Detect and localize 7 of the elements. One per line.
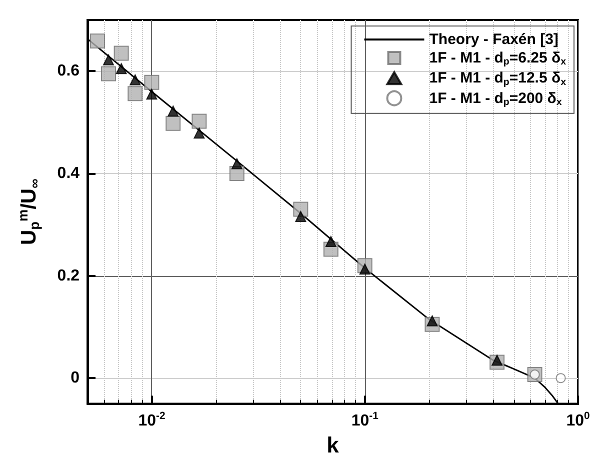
y-tick-label: 0.4 bbox=[57, 164, 80, 182]
y-tick-label: 0.6 bbox=[57, 62, 80, 80]
y-tick-label: 0 bbox=[70, 370, 80, 387]
y-axis-title: Upm/U∞ bbox=[16, 178, 42, 246]
legend-label: Theory - Faxén [3] bbox=[429, 31, 558, 48]
x-axis-title: k bbox=[326, 432, 340, 458]
y-tick-label: 0.2 bbox=[57, 267, 80, 284]
